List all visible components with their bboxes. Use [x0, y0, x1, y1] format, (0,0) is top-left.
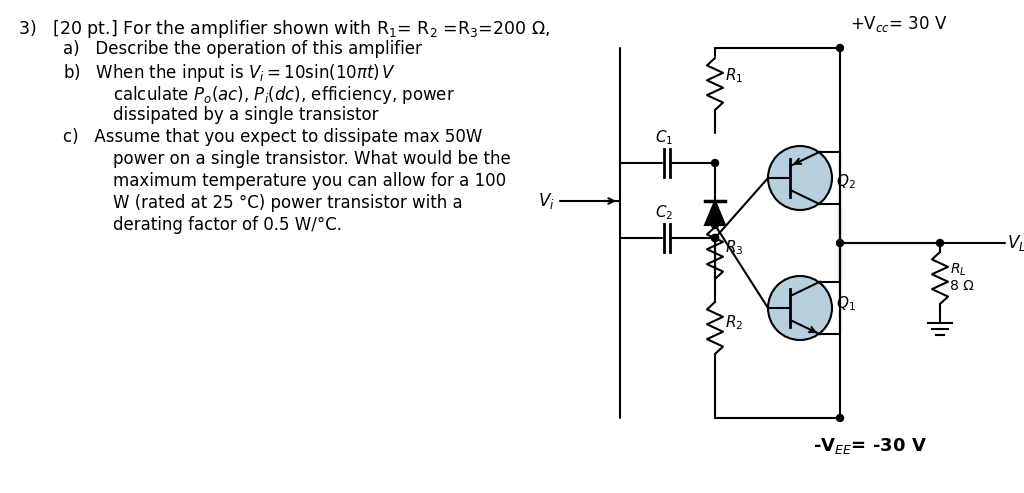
Text: c)   Assume that you expect to dissipate max 50W: c) Assume that you expect to dissipate m… — [63, 128, 482, 146]
Text: power on a single transistor. What would be the: power on a single transistor. What would… — [113, 150, 511, 168]
Text: $R_L$: $R_L$ — [950, 262, 967, 278]
Text: $R_2$: $R_2$ — [725, 314, 743, 332]
Text: $V_L$: $V_L$ — [1007, 233, 1024, 253]
Text: a)   Describe the operation of this amplifier: a) Describe the operation of this amplif… — [63, 40, 422, 58]
Text: 8 Ω: 8 Ω — [950, 279, 974, 293]
Text: $V_i$: $V_i$ — [539, 191, 555, 211]
Text: $C_1$: $C_1$ — [654, 128, 673, 147]
Circle shape — [837, 240, 844, 246]
Text: +V$_{cc}$= 30 V: +V$_{cc}$= 30 V — [850, 14, 947, 34]
Circle shape — [712, 235, 719, 242]
Circle shape — [712, 221, 719, 228]
Circle shape — [768, 146, 831, 210]
Text: dissipated by a single transistor: dissipated by a single transistor — [113, 106, 379, 124]
Circle shape — [768, 276, 831, 340]
Text: $R_1$: $R_1$ — [725, 67, 743, 85]
Text: $R_3$: $R_3$ — [725, 239, 743, 257]
Text: derating factor of 0.5 W/°C.: derating factor of 0.5 W/°C. — [113, 216, 342, 234]
Text: calculate $P_o(ac)$, $P_i(dc)$, efficiency, power: calculate $P_o(ac)$, $P_i(dc)$, efficien… — [113, 84, 455, 106]
Text: maximum temperature you can allow for a 100: maximum temperature you can allow for a … — [113, 172, 506, 190]
Text: b)   When the input is $V_i = 10\sin(10\pi t)\,V$: b) When the input is $V_i = 10\sin(10\pi… — [63, 62, 396, 84]
Text: $Q_2$: $Q_2$ — [836, 173, 856, 191]
Text: W (rated at 25 °C) power transistor with a: W (rated at 25 °C) power transistor with… — [113, 194, 463, 212]
Circle shape — [837, 415, 844, 422]
Circle shape — [837, 44, 844, 51]
Text: $Q_1$: $Q_1$ — [836, 295, 856, 314]
Text: 3)   [20 pt.] For the amplifier shown with R$_1$= R$_2$ =R$_3$=200 Ω,: 3) [20 pt.] For the amplifier shown with… — [18, 18, 550, 40]
Text: -V$_{EE}$= -30 V: -V$_{EE}$= -30 V — [813, 436, 927, 456]
Text: $C_2$: $C_2$ — [654, 203, 673, 222]
Circle shape — [712, 235, 719, 242]
Circle shape — [712, 160, 719, 167]
Polygon shape — [705, 201, 725, 225]
Circle shape — [937, 240, 943, 246]
